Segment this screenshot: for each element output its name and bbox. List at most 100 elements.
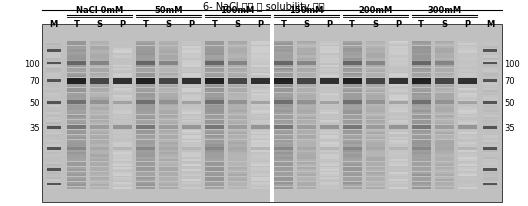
Bar — [435, 174, 454, 177]
Bar — [67, 108, 86, 110]
Bar — [274, 50, 293, 53]
Bar — [412, 59, 431, 61]
Bar — [389, 179, 408, 181]
Bar — [412, 152, 431, 154]
Bar — [46, 120, 61, 122]
Bar — [343, 118, 362, 120]
Bar — [67, 177, 86, 179]
Bar — [343, 41, 362, 43]
Bar — [46, 147, 61, 149]
Bar — [435, 137, 454, 139]
Bar — [136, 140, 155, 142]
Bar — [435, 88, 454, 90]
Bar — [228, 187, 247, 189]
Bar — [136, 44, 155, 46]
Bar — [366, 76, 385, 78]
Bar — [113, 51, 132, 53]
Bar — [251, 167, 270, 169]
Bar — [113, 162, 132, 164]
Bar — [113, 150, 132, 152]
Bar — [46, 147, 61, 150]
Bar — [90, 135, 109, 137]
Bar — [389, 155, 408, 157]
Bar — [67, 110, 86, 112]
Bar — [343, 172, 362, 174]
Bar — [483, 78, 498, 80]
Bar — [159, 164, 178, 167]
Bar — [182, 137, 201, 139]
Bar — [136, 167, 155, 169]
Bar — [389, 51, 408, 53]
Bar — [90, 162, 109, 164]
Bar — [136, 68, 155, 71]
Bar — [205, 101, 224, 104]
Bar — [412, 71, 431, 73]
Bar — [136, 50, 155, 53]
Text: 50mM: 50mM — [154, 6, 183, 15]
Bar — [389, 78, 408, 80]
Bar — [159, 86, 178, 88]
Bar — [412, 76, 431, 78]
Bar — [46, 172, 61, 174]
Bar — [159, 140, 178, 142]
Bar — [297, 108, 316, 110]
Bar — [274, 51, 293, 53]
Bar — [251, 44, 270, 46]
Bar — [113, 182, 132, 184]
Bar — [228, 128, 247, 130]
Bar — [251, 135, 270, 137]
Bar — [228, 101, 247, 104]
Bar — [483, 51, 498, 53]
Bar — [182, 160, 201, 162]
Bar — [458, 46, 477, 48]
Bar — [389, 152, 408, 154]
Bar — [320, 46, 339, 48]
Bar — [67, 157, 86, 159]
Bar — [46, 115, 61, 117]
Bar — [182, 56, 201, 58]
Bar — [205, 162, 224, 164]
Bar — [320, 169, 339, 172]
Bar — [251, 51, 270, 53]
Bar — [182, 118, 201, 120]
Bar — [343, 103, 362, 105]
Bar — [46, 187, 61, 189]
Bar — [159, 78, 178, 80]
Bar — [366, 174, 385, 177]
Bar — [90, 88, 109, 90]
Bar — [46, 56, 61, 58]
Bar — [136, 49, 155, 51]
Text: S: S — [234, 20, 240, 28]
Bar — [67, 155, 86, 157]
Bar — [90, 118, 109, 120]
Bar — [228, 93, 247, 95]
Bar — [182, 155, 201, 157]
Bar — [458, 132, 477, 135]
Bar — [159, 41, 178, 43]
Bar — [274, 150, 293, 152]
Bar — [412, 184, 431, 186]
Bar — [389, 147, 408, 150]
Bar — [159, 123, 178, 125]
Bar — [113, 147, 132, 149]
Bar — [113, 44, 132, 46]
Bar — [320, 93, 339, 95]
Bar — [274, 101, 293, 103]
Bar — [113, 59, 132, 61]
Bar — [412, 101, 431, 104]
Bar — [113, 157, 132, 159]
Bar — [67, 103, 86, 105]
Bar — [483, 169, 497, 171]
Bar — [389, 160, 408, 162]
Bar — [458, 63, 477, 66]
Bar — [389, 182, 408, 184]
Bar — [159, 132, 178, 135]
Bar — [274, 152, 293, 154]
Bar — [366, 142, 385, 144]
Bar — [159, 46, 178, 48]
Bar — [113, 113, 132, 115]
Bar — [90, 78, 109, 80]
Bar — [205, 98, 224, 100]
Bar — [90, 184, 109, 186]
Bar — [67, 73, 86, 76]
